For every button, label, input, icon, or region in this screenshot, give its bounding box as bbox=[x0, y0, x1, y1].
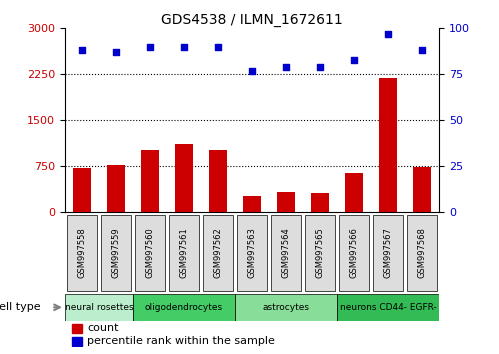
Point bbox=[282, 64, 290, 70]
FancyBboxPatch shape bbox=[237, 215, 267, 291]
Text: GSM997558: GSM997558 bbox=[77, 228, 86, 278]
Text: GSM997564: GSM997564 bbox=[281, 228, 290, 278]
Point bbox=[112, 50, 120, 55]
FancyBboxPatch shape bbox=[337, 294, 439, 321]
Point bbox=[78, 47, 86, 53]
Bar bbox=[209, 150, 228, 212]
Point bbox=[146, 44, 154, 50]
Point bbox=[384, 31, 392, 37]
FancyBboxPatch shape bbox=[65, 294, 133, 321]
Text: GSM997559: GSM997559 bbox=[111, 228, 120, 278]
FancyBboxPatch shape bbox=[407, 215, 438, 291]
Point bbox=[180, 44, 188, 50]
FancyBboxPatch shape bbox=[135, 215, 165, 291]
Bar bbox=[107, 165, 125, 212]
Text: GSM997568: GSM997568 bbox=[418, 228, 427, 279]
FancyBboxPatch shape bbox=[235, 294, 337, 321]
FancyBboxPatch shape bbox=[203, 215, 234, 291]
Point bbox=[350, 57, 358, 62]
Text: cell type: cell type bbox=[0, 302, 41, 312]
Text: GSM997560: GSM997560 bbox=[145, 228, 154, 278]
Text: neurons CD44- EGFR-: neurons CD44- EGFR- bbox=[340, 303, 437, 312]
Text: GSM997567: GSM997567 bbox=[384, 228, 393, 279]
Point bbox=[248, 68, 256, 74]
Text: neural rosettes: neural rosettes bbox=[64, 303, 133, 312]
Text: GSM997562: GSM997562 bbox=[214, 228, 223, 278]
FancyBboxPatch shape bbox=[101, 215, 131, 291]
Bar bbox=[413, 167, 432, 212]
Text: astrocytes: astrocytes bbox=[262, 303, 309, 312]
Bar bbox=[72, 337, 82, 346]
Bar bbox=[311, 193, 329, 212]
Title: GDS4538 / ILMN_1672611: GDS4538 / ILMN_1672611 bbox=[161, 13, 343, 27]
Text: GSM997566: GSM997566 bbox=[350, 228, 359, 279]
Bar bbox=[379, 78, 397, 212]
FancyBboxPatch shape bbox=[270, 215, 301, 291]
Text: GSM997565: GSM997565 bbox=[315, 228, 324, 278]
Bar bbox=[243, 196, 261, 212]
Bar bbox=[175, 144, 193, 212]
Text: GSM997563: GSM997563 bbox=[248, 228, 256, 279]
Bar bbox=[72, 168, 91, 212]
Text: oligodendrocytes: oligodendrocytes bbox=[145, 303, 223, 312]
FancyBboxPatch shape bbox=[169, 215, 199, 291]
FancyBboxPatch shape bbox=[133, 294, 235, 321]
FancyBboxPatch shape bbox=[373, 215, 403, 291]
Text: count: count bbox=[87, 323, 119, 333]
Point bbox=[316, 64, 324, 70]
Bar bbox=[345, 173, 363, 212]
Text: percentile rank within the sample: percentile rank within the sample bbox=[87, 336, 275, 346]
Point bbox=[214, 44, 222, 50]
Bar bbox=[72, 324, 82, 333]
FancyBboxPatch shape bbox=[305, 215, 335, 291]
FancyBboxPatch shape bbox=[339, 215, 369, 291]
Point bbox=[418, 47, 426, 53]
Bar bbox=[276, 192, 295, 212]
Bar bbox=[141, 150, 159, 212]
FancyBboxPatch shape bbox=[66, 215, 97, 291]
Text: GSM997561: GSM997561 bbox=[180, 228, 189, 278]
